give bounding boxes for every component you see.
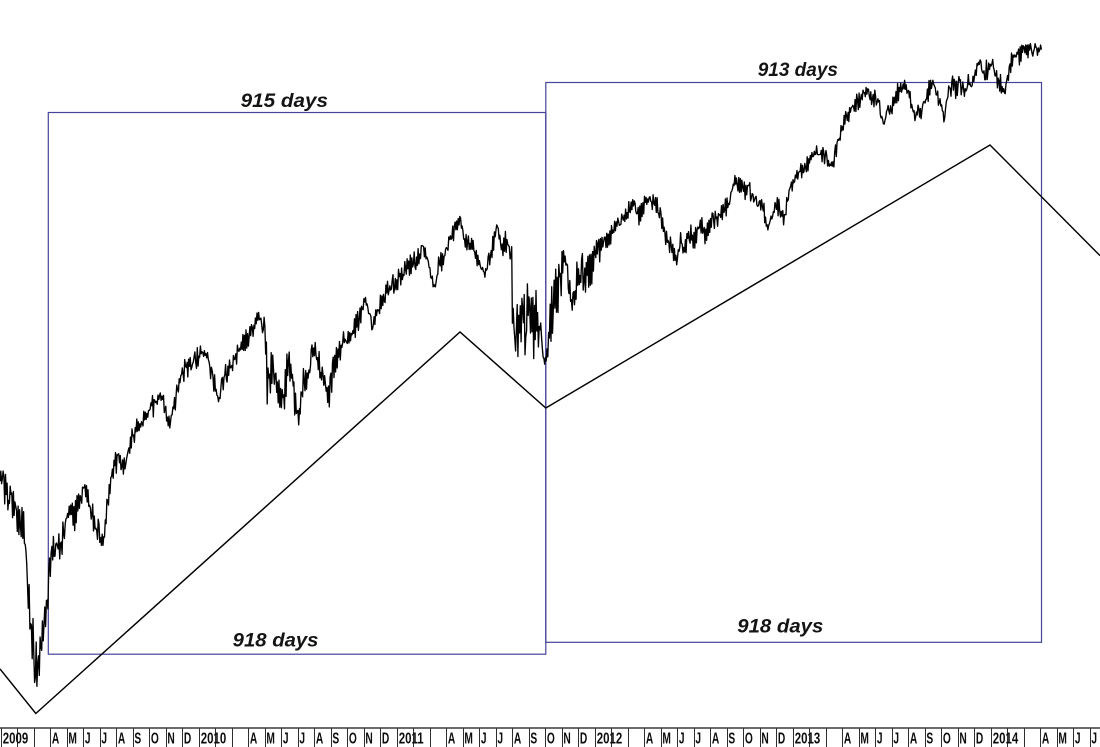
svg-text:J: J xyxy=(695,729,701,747)
svg-text:D: D xyxy=(778,729,785,747)
svg-text:N: N xyxy=(365,729,372,747)
svg-text:O: O xyxy=(349,729,357,747)
svg-text:M: M xyxy=(662,729,671,747)
svg-text:S: S xyxy=(530,729,537,747)
svg-text:A: A xyxy=(1042,729,1050,747)
svg-text:918 days: 918 days xyxy=(737,616,823,637)
svg-text:S: S xyxy=(728,729,735,747)
svg-text:S: S xyxy=(926,729,933,747)
svg-text:J: J xyxy=(1091,729,1097,747)
svg-text:D: D xyxy=(184,729,191,747)
svg-text:2012: 2012 xyxy=(597,730,623,747)
svg-text:915 days: 915 days xyxy=(241,91,328,112)
svg-text:A: A xyxy=(316,729,324,747)
svg-text:A: A xyxy=(844,729,852,747)
svg-text:2011: 2011 xyxy=(399,730,424,747)
svg-text:A: A xyxy=(910,729,918,747)
svg-text:M: M xyxy=(68,729,77,747)
svg-text:913 days: 913 days xyxy=(758,60,838,81)
svg-text:D: D xyxy=(382,729,389,747)
svg-text:O: O xyxy=(547,729,555,747)
svg-text:2013: 2013 xyxy=(795,730,821,747)
svg-text:A: A xyxy=(712,729,720,747)
svg-text:A: A xyxy=(448,729,456,747)
svg-text:N: N xyxy=(563,729,570,747)
svg-text:D: D xyxy=(976,729,983,747)
svg-text:O: O xyxy=(943,729,951,747)
svg-text:J: J xyxy=(481,729,487,747)
svg-text:918 days: 918 days xyxy=(233,630,319,651)
svg-text:A: A xyxy=(52,729,60,747)
svg-text:N: N xyxy=(167,729,174,747)
svg-text:J: J xyxy=(283,729,289,747)
svg-text:A: A xyxy=(514,729,522,747)
svg-text:M: M xyxy=(266,729,275,747)
svg-text:A: A xyxy=(118,729,126,747)
svg-text:O: O xyxy=(745,729,753,747)
svg-text:2010: 2010 xyxy=(201,730,227,747)
svg-text:J: J xyxy=(299,729,305,747)
svg-text:A: A xyxy=(250,729,258,747)
svg-text:M: M xyxy=(464,729,473,747)
svg-text:M: M xyxy=(1058,729,1067,747)
svg-text:S: S xyxy=(134,729,141,747)
svg-text:J: J xyxy=(1075,729,1081,747)
svg-text:N: N xyxy=(761,729,768,747)
svg-text:J: J xyxy=(877,729,883,747)
svg-text:J: J xyxy=(85,729,91,747)
svg-text:S: S xyxy=(332,729,339,747)
svg-text:2014: 2014 xyxy=(993,730,1019,747)
svg-text:A: A xyxy=(646,729,654,747)
svg-text:N: N xyxy=(959,729,966,747)
svg-text:J: J xyxy=(679,729,685,747)
svg-text:2009: 2009 xyxy=(3,730,29,747)
svg-text:M: M xyxy=(860,729,869,747)
svg-text:D: D xyxy=(580,729,587,747)
svg-text:J: J xyxy=(893,729,899,747)
svg-text:O: O xyxy=(151,729,159,747)
svg-text:J: J xyxy=(101,729,107,747)
svg-text:J: J xyxy=(497,729,503,747)
